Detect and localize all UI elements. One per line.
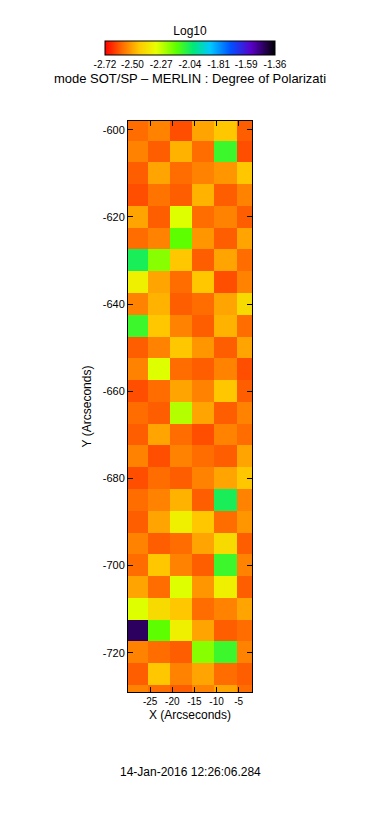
svg-text:-620: -620 bbox=[103, 211, 125, 223]
svg-text:-720: -720 bbox=[103, 647, 125, 659]
svg-text:-10: -10 bbox=[209, 696, 224, 707]
svg-text:mode SOT/SP – MERLIN : Degree: mode SOT/SP – MERLIN : Degree of Polariz… bbox=[54, 71, 326, 86]
svg-text:-640: -640 bbox=[103, 298, 125, 310]
svg-text:-680: -680 bbox=[103, 472, 125, 484]
svg-text:-2.50: -2.50 bbox=[121, 59, 144, 70]
svg-text:-1.59: -1.59 bbox=[235, 59, 258, 70]
svg-text:-15: -15 bbox=[187, 696, 202, 707]
svg-text:-25: -25 bbox=[143, 696, 158, 707]
svg-text:-5: -5 bbox=[234, 696, 243, 707]
svg-text:14-Jan-2016 12:26:06.284: 14-Jan-2016 12:26:06.284 bbox=[120, 765, 261, 779]
svg-text:-700: -700 bbox=[103, 559, 125, 571]
svg-text:X (Arcseconds): X (Arcseconds) bbox=[149, 708, 231, 722]
svg-text:-600: -600 bbox=[103, 124, 125, 136]
svg-text:-660: -660 bbox=[103, 385, 125, 397]
svg-text:-20: -20 bbox=[165, 696, 180, 707]
svg-text:-1.81: -1.81 bbox=[207, 59, 230, 70]
svg-text:-2.72: -2.72 bbox=[94, 59, 117, 70]
svg-text:Log10: Log10 bbox=[173, 24, 207, 38]
svg-text:-1.36: -1.36 bbox=[264, 59, 287, 70]
svg-text:-2.27: -2.27 bbox=[150, 59, 173, 70]
svg-text:Y (Arcseconds): Y (Arcseconds) bbox=[80, 366, 94, 448]
svg-text:-2.04: -2.04 bbox=[179, 59, 202, 70]
